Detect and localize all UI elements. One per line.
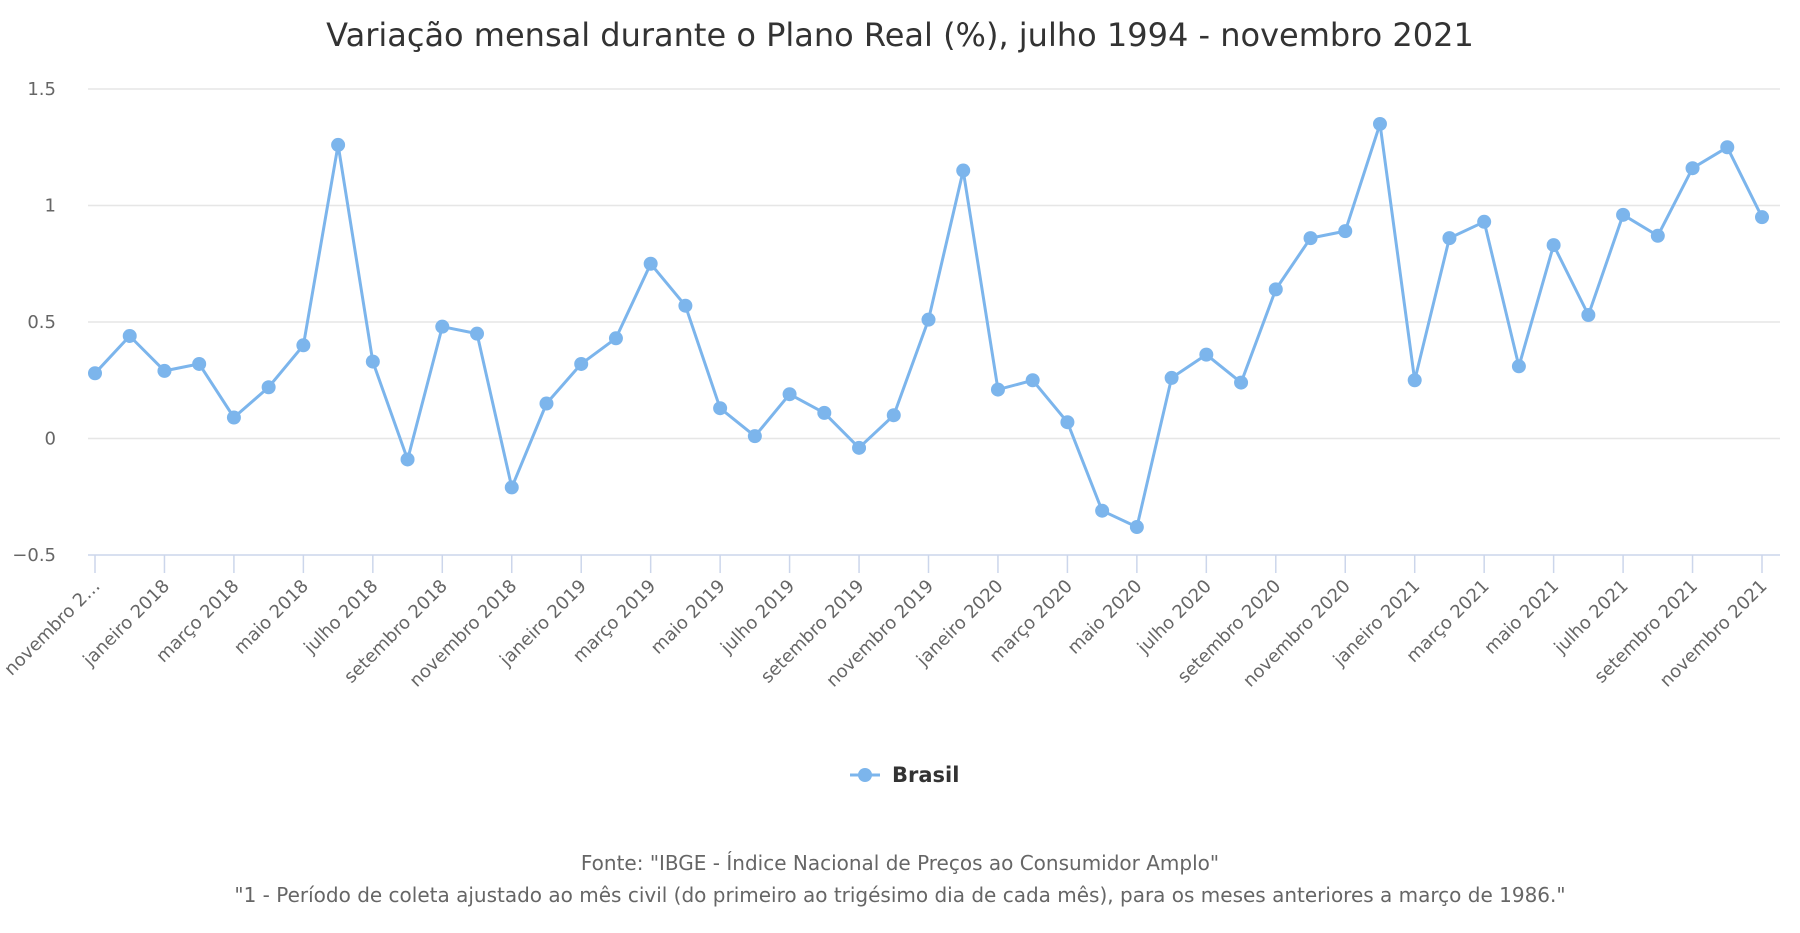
data-point[interactable]: agosto 2020: 0.24: [1234, 375, 1249, 390]
data-point[interactable]: setembro 2021: 1.16: [1685, 161, 1700, 176]
legend-label: Brasil: [892, 763, 959, 787]
data-point[interactable]: abril 2020: -0.31: [1095, 503, 1110, 518]
data-point[interactable]: junho 2018: 1.26: [331, 137, 346, 152]
legend-marker-icon: [858, 768, 872, 782]
data-point[interactable]: dezembro 2018: 0.15: [539, 396, 554, 411]
credits-note: "1 - Período de coleta ajustado ao mês c…: [234, 883, 1565, 907]
data-point[interactable]: setembro 2019: -0.04: [852, 440, 867, 455]
data-point[interactable]: setembro 2020: 0.64: [1268, 282, 1283, 297]
data-point[interactable]: novembro 2018: -0.21: [504, 480, 519, 495]
data-point[interactable]: janeiro 2020: 0.21: [990, 382, 1005, 397]
data-point[interactable]: junho 2019: 0.01: [747, 429, 762, 444]
data-point[interactable]: janeiro 2018: 0.29: [157, 363, 172, 378]
data-point[interactable]: abril 2019: 0.57: [678, 298, 693, 313]
data-point[interactable]: agosto 2019: 0.11: [817, 405, 832, 420]
data-point[interactable]: fevereiro 2021: 0.86: [1442, 231, 1457, 246]
data-point[interactable]: novembro 2020: 0.89: [1338, 224, 1353, 239]
data-point[interactable]: agosto 2018: -0.09: [400, 452, 415, 467]
data-point[interactable]: abril 2021: 0.31: [1511, 359, 1526, 374]
data-point[interactable]: julho 2018: 0.33: [365, 354, 380, 369]
data-point[interactable]: novembro 2021: 0.95: [1755, 210, 1769, 225]
data-point[interactable]: julho 2020: 0.36: [1199, 347, 1214, 362]
data-point[interactable]: novembro 2019: 0.51: [921, 312, 936, 327]
data-point[interactable]: abril 2018: 0.22: [261, 380, 276, 395]
data-point[interactable]: dezembro 2019: 1.15: [956, 163, 971, 178]
chart-title: Variação mensal durante o Plano Real (%)…: [326, 16, 1474, 54]
data-point[interactable]: fevereiro 2019: 0.43: [608, 331, 623, 346]
data-point[interactable]: fevereiro 2018: 0.32: [192, 356, 207, 371]
data-point[interactable]: maio 2020: -0.38: [1129, 520, 1144, 535]
data-point[interactable]: setembro 2018: 0.48: [435, 319, 450, 334]
y-tick-label: 1: [45, 196, 56, 217]
y-tick-label: 1.5: [27, 79, 56, 100]
y-axis-labels: 1.5 1 0.5 0 −0.5: [12, 79, 56, 566]
data-point[interactable]: março 2018: 0.09: [226, 410, 241, 425]
data-point[interactable]: outubro 2018: 0.45: [470, 326, 485, 341]
data-point[interactable]: dezembro 2020: 1.35: [1372, 116, 1387, 131]
data-point[interactable]: março 2019: 0.75: [643, 256, 658, 271]
data-point[interactable]: janeiro 2021: 0.25: [1407, 373, 1422, 388]
y-tick-label: −0.5: [12, 545, 56, 566]
data-point[interactable]: março 2021: 0.93: [1477, 214, 1492, 229]
data-point[interactable]: junho 2021: 0.53: [1581, 308, 1596, 323]
credits-source: Fonte: "IBGE - Índice Nacional de Preços…: [581, 851, 1219, 875]
data-point[interactable]: janeiro 2019: 0.32: [574, 356, 589, 371]
data-point[interactable]: dezembro 2017: 0.44: [122, 328, 137, 343]
x-tick-label: maio 2021: [1480, 576, 1563, 659]
legend-item-brasil[interactable]: Brasil: [850, 763, 959, 787]
data-point[interactable]: outubro 2020: 0.86: [1303, 231, 1318, 246]
x-tick-label: maio 2019: [647, 576, 730, 659]
y-tick-label: 0.5: [27, 312, 56, 333]
data-point[interactable]: outubro 2019: 0.1: [886, 408, 901, 423]
data-point[interactable]: maio 2021: 0.83: [1546, 238, 1561, 253]
data-point[interactable]: maio 2019: 0.13: [713, 401, 728, 416]
data-point[interactable]: julho 2021: 0.96: [1616, 207, 1631, 222]
data-point[interactable]: junho 2020: 0.26: [1164, 370, 1179, 385]
x-tick-label: maio 2018: [230, 576, 313, 659]
x-tick-label: maio 2020: [1064, 576, 1147, 659]
data-point[interactable]: agosto 2021: 0.87: [1650, 228, 1665, 243]
data-point[interactable]: março 2020: 0.07: [1060, 415, 1075, 430]
data-point[interactable]: fevereiro 2020: 0.25: [1025, 373, 1040, 388]
data-point[interactable]: outubro 2021: 1.25: [1720, 140, 1735, 155]
data-point[interactable]: novembro 2017: 0.28: [88, 366, 102, 381]
data-point[interactable]: julho 2019: 0.19: [782, 387, 797, 402]
series-brasil[interactable]: novembro 2017: 0.28 dezembro 2017: 0.44 ja…: [88, 116, 1769, 535]
y-tick-label: 0: [45, 429, 56, 450]
data-point[interactable]: maio 2018: 0.4: [296, 338, 311, 353]
